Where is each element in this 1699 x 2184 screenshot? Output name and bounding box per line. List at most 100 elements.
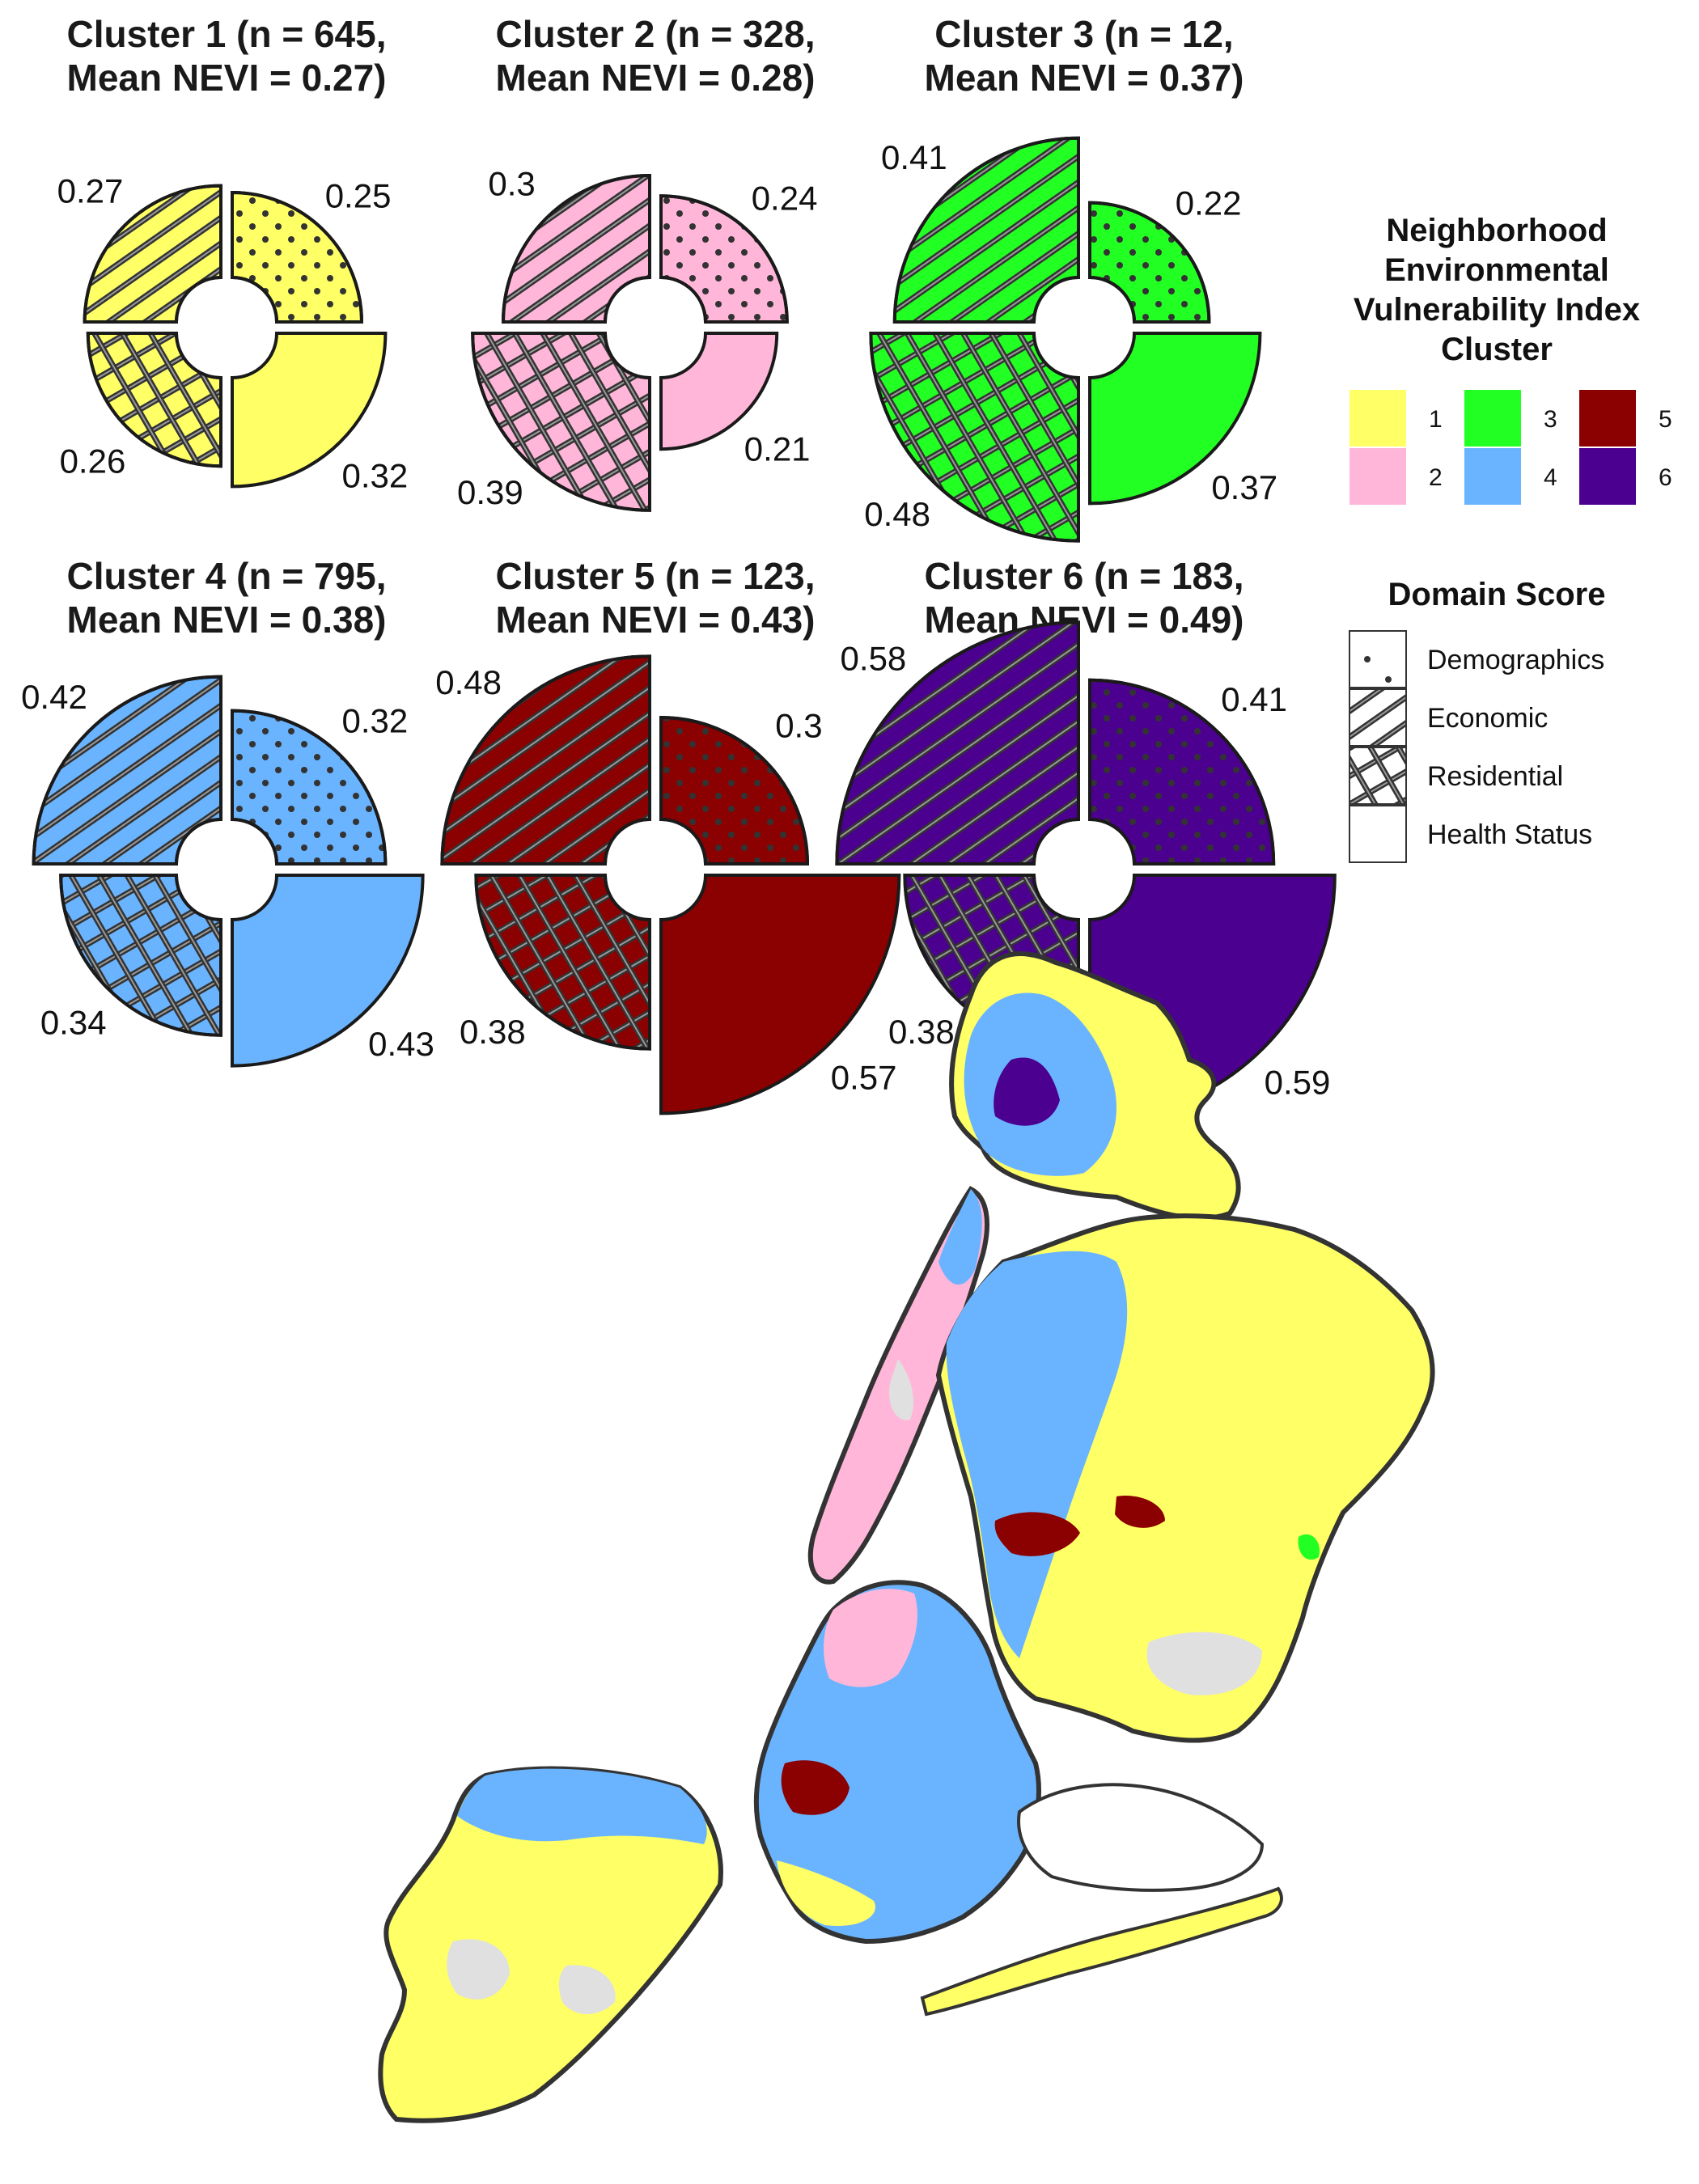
cluster-panel-2: Cluster 2 (n = 328,Mean NEVI = 0.28) 0.24… — [457, 13, 818, 512]
value-label-cluster-4-residential: 0.34 — [40, 1003, 107, 1041]
bar-cluster-2-health-status — [659, 332, 779, 451]
value-label-cluster-6-demographics: 0.41 — [1221, 680, 1287, 718]
value-label-cluster-4-demographics: 0.32 — [341, 702, 408, 740]
map-jamaica-bay — [1017, 1783, 1265, 1892]
bar-pattern-cluster-1-economic — [83, 184, 222, 324]
bar-pattern-cluster-2-economic — [501, 173, 651, 324]
panel-title-1-line-1: Cluster 1 (n = 645, — [67, 13, 387, 55]
panel-title-6-line-2: Mean NEVI = 0.49) — [925, 599, 1244, 641]
panel-title-4-line-2: Mean NEVI = 0.38) — [67, 599, 387, 641]
value-label-cluster-6-health-status: 0.59 — [1265, 1064, 1331, 1102]
cluster-legend: Neighborhood Environmental Vulnerability… — [1349, 213, 1672, 505]
panel-title-2-line-1: Cluster 2 (n = 328, — [496, 13, 816, 55]
nyc-cluster-map — [378, 951, 1435, 2123]
map-manhattan-gray — [889, 1359, 914, 1420]
domain-key-economic: Economic — [1349, 688, 1548, 747]
bar-pattern-cluster-4-economic — [32, 675, 222, 866]
bar-cluster-4-health-status — [231, 874, 425, 1068]
bar-pattern-cluster-3-residential — [869, 332, 1080, 543]
domain-label-residential: Residential — [1427, 761, 1563, 792]
panel-title-3-line-1: Cluster 3 (n = 12, — [934, 13, 1233, 55]
cluster-panel-4: Cluster 4 (n = 795,Mean NEVI = 0.38) 0.32… — [21, 555, 434, 1068]
value-label-cluster-2-residential: 0.39 — [457, 473, 523, 511]
bar-cluster-3-health-status — [1088, 332, 1262, 506]
bar-pattern-cluster-5-demographics — [659, 715, 810, 866]
domain-swatch-demographics — [1349, 630, 1407, 688]
polar-panels: Cluster 1 (n = 645,Mean NEVI = 0.27) 0.25… — [21, 13, 1337, 1122]
panel-title-4-line-1: Cluster 4 (n = 795, — [67, 555, 387, 597]
map-bronx-purple — [994, 1057, 1060, 1126]
bar-pattern-cluster-4-demographics — [231, 709, 388, 866]
domain-key-demographics: Demographics — [1349, 630, 1604, 688]
cluster-legend-title-line-2: Environmental — [1384, 252, 1609, 288]
map-staten-island — [378, 1766, 723, 2123]
cluster-legend-title-line-3: Vulnerability Index — [1354, 292, 1640, 328]
map-queens-blue — [946, 1251, 1128, 1658]
domain-legend-title: Domain Score — [1388, 577, 1606, 612]
value-label-cluster-1-demographics: 0.25 — [325, 176, 392, 214]
value-label-cluster-6-economic: 0.58 — [841, 639, 907, 677]
map-queens-red — [994, 1512, 1080, 1556]
map-manhattan-blue — [938, 1189, 982, 1285]
value-label-cluster-3-demographics: 0.22 — [1176, 184, 1242, 222]
domain-label-health-status: Health Status — [1427, 819, 1592, 850]
bar-pattern-cluster-1-demographics — [231, 190, 364, 324]
cluster-legend-title-line-4: Cluster — [1441, 332, 1553, 367]
cluster-swatch-5 — [1579, 390, 1636, 447]
bar-pattern-cluster-6-economic — [835, 620, 1080, 866]
cluster-swatch-3 — [1464, 390, 1521, 447]
map-brooklyn-pink — [824, 1589, 917, 1687]
panel-title-6-line-1: Cluster 6 (n = 183, — [925, 555, 1244, 597]
panel-title-5-line-2: Mean NEVI = 0.43) — [496, 599, 816, 641]
panel-title-1-line-2: Mean NEVI = 0.27) — [67, 57, 387, 99]
map-queens-green — [1298, 1534, 1320, 1560]
cluster-label-1: 1 — [1429, 406, 1443, 433]
cluster-swatch-2 — [1349, 448, 1406, 505]
cluster-legend-title-line-1: Neighborhood — [1386, 213, 1607, 248]
panel-title-2-line-2: Mean NEVI = 0.28) — [496, 57, 816, 99]
bar-pattern-cluster-3-demographics — [1088, 201, 1211, 324]
domain-label-demographics: Demographics — [1427, 645, 1604, 675]
value-label-cluster-5-health-status: 0.57 — [831, 1059, 897, 1097]
bar-pattern-cluster-5-economic — [440, 654, 651, 866]
map-brooklyn-yellow — [777, 1860, 875, 1926]
bar-pattern-cluster-6-demographics — [1088, 678, 1276, 866]
bar-cluster-5-health-status — [659, 874, 901, 1115]
map-queens-gray — [1146, 1632, 1262, 1695]
domain-label-economic: Economic — [1427, 703, 1548, 734]
value-label-cluster-1-health-status: 0.32 — [341, 456, 408, 494]
domain-key-health-status: Health Status — [1349, 805, 1592, 863]
domain-swatch-health-status — [1349, 805, 1407, 863]
value-label-cluster-4-economic: 0.42 — [21, 678, 87, 716]
value-label-cluster-1-economic: 0.27 — [57, 171, 124, 210]
value-label-cluster-6-residential: 0.38 — [888, 1013, 955, 1051]
bar-pattern-cluster-1-residential — [86, 332, 222, 468]
map-staten-island-gray — [447, 1939, 510, 2000]
domain-swatch-economic — [1349, 688, 1407, 747]
value-label-cluster-5-demographics: 0.3 — [775, 707, 822, 745]
map-staten-island-blue — [457, 1768, 707, 1844]
cluster-label-3: 3 — [1544, 406, 1557, 433]
map-rockaway — [920, 1886, 1283, 2017]
value-label-cluster-4-health-status: 0.43 — [368, 1025, 434, 1063]
cluster-panel-1: Cluster 1 (n = 645,Mean NEVI = 0.27) 0.25… — [57, 13, 409, 494]
cluster-swatch-1 — [1349, 390, 1406, 447]
value-label-cluster-3-health-status: 0.37 — [1211, 468, 1277, 506]
value-label-cluster-3-economic: 0.41 — [881, 138, 947, 176]
domain-legend: Domain Score Demographics Economic Resid… — [1349, 577, 1606, 863]
value-label-cluster-1-residential: 0.26 — [60, 442, 126, 480]
value-label-cluster-2-demographics: 0.24 — [752, 179, 818, 217]
cluster-panel-5: Cluster 5 (n = 123,Mean NEVI = 0.43) 0.3 0… — [435, 555, 901, 1115]
cluster-label-2: 2 — [1429, 464, 1443, 491]
domain-swatch-residential — [1349, 747, 1407, 805]
bar-pattern-cluster-4-residential — [59, 874, 222, 1037]
map-brooklyn — [753, 1580, 1041, 1945]
value-label-cluster-5-residential: 0.38 — [460, 1013, 526, 1051]
cluster-swatch-6 — [1579, 448, 1636, 505]
value-label-cluster-5-economic: 0.48 — [435, 663, 502, 701]
value-label-cluster-2-economic: 0.3 — [488, 165, 535, 203]
bar-pattern-cluster-5-residential — [474, 874, 651, 1051]
cluster-label-4: 4 — [1544, 464, 1557, 491]
map-staten-island-gray-2 — [558, 1965, 616, 2014]
